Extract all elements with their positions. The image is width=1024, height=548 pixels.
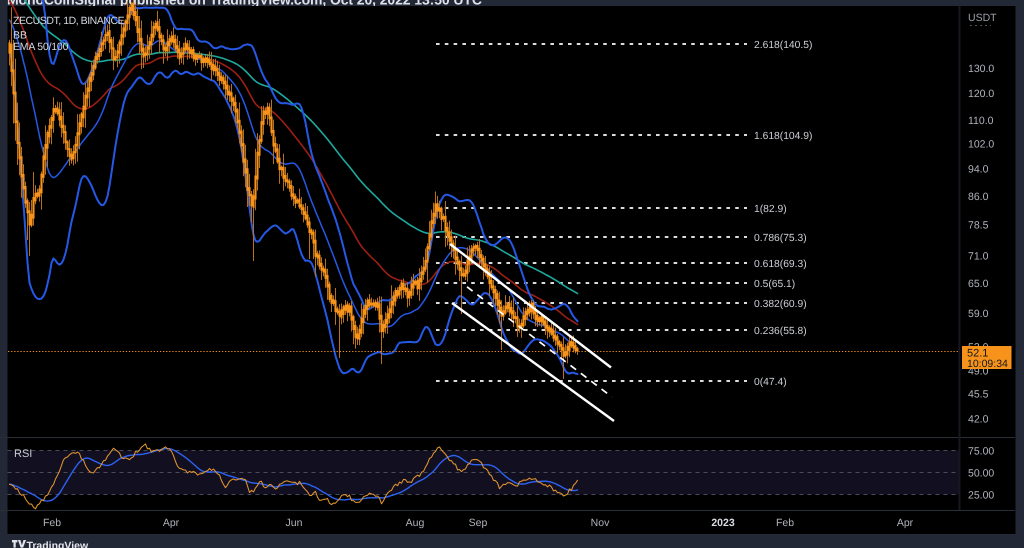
svg-text:Sep: Sep [469, 517, 488, 529]
svg-text:1.618(104.9): 1.618(104.9) [754, 131, 812, 142]
svg-text:0.618(69.3): 0.618(69.3) [754, 259, 807, 270]
svg-text:BB: BB [13, 30, 27, 42]
svg-text:Aug: Aug [406, 517, 425, 529]
svg-text:65.0: 65.0 [968, 278, 989, 290]
svg-text:Apr: Apr [163, 517, 180, 529]
svg-text:Jun: Jun [286, 517, 303, 529]
svg-text:86.0: 86.0 [968, 191, 989, 203]
svg-text:10:09:34: 10:09:34 [967, 358, 1008, 370]
svg-text:75.00: 75.00 [968, 446, 994, 458]
svg-text:25.00: 25.00 [968, 490, 994, 502]
svg-text:0(47.4): 0(47.4) [754, 377, 787, 388]
svg-text:1(82.9): 1(82.9) [754, 204, 787, 215]
svg-text:59.0: 59.0 [968, 308, 989, 320]
svg-text:MonoCoinSignal published on Tr: MonoCoinSignal published on TradingView.… [7, 0, 482, 8]
svg-text:Feb: Feb [43, 517, 61, 529]
svg-text:45.5: 45.5 [968, 389, 989, 401]
svg-text:110.0: 110.0 [968, 115, 994, 127]
svg-text:ZECUSDT, 1D, BINANCE: ZECUSDT, 1D, BINANCE [13, 15, 125, 27]
svg-text:42.0: 42.0 [968, 413, 989, 425]
svg-text:Nov: Nov [591, 517, 610, 529]
svg-text:50.00: 50.00 [968, 468, 994, 480]
svg-text:120.0: 120.0 [968, 88, 994, 100]
svg-text:78.5: 78.5 [968, 220, 989, 232]
svg-text:130.0: 130.0 [968, 63, 994, 75]
svg-text:94.0: 94.0 [968, 164, 989, 176]
svg-text:102.0: 102.0 [968, 138, 994, 150]
svg-text:52.1: 52.1 [967, 348, 988, 360]
svg-text:TradingView: TradingView [27, 540, 89, 548]
svg-text:2023: 2023 [711, 517, 735, 529]
svg-text:EMA 50/100: EMA 50/100 [13, 41, 69, 53]
svg-text:0.5(65.1): 0.5(65.1) [754, 279, 795, 290]
svg-text:71.0: 71.0 [968, 251, 989, 263]
svg-text:USDT: USDT [968, 12, 997, 24]
svg-text:2.618(140.5): 2.618(140.5) [754, 40, 812, 51]
svg-text:Feb: Feb [776, 517, 794, 529]
svg-text:0.786(75.3): 0.786(75.3) [754, 233, 807, 244]
svg-text:Apr: Apr [897, 517, 914, 529]
svg-text:RSI: RSI [14, 448, 32, 460]
svg-text:0.236(55.8): 0.236(55.8) [754, 326, 807, 337]
svg-text:0.382(60.9): 0.382(60.9) [754, 299, 807, 310]
